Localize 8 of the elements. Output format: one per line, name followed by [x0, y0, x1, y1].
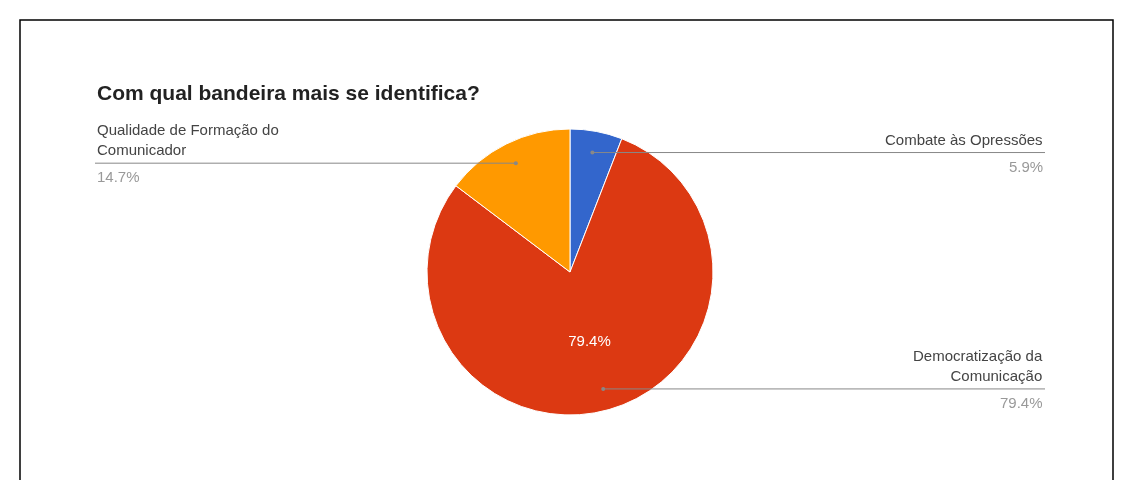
- slice-label: Qualidade de Formação do Comunicador: [97, 121, 279, 158]
- slice-label: Democratização da Comunicação: [913, 347, 1043, 384]
- data-label: 14.7%: [97, 168, 140, 185]
- data-label: 5.9%: [1009, 158, 1044, 175]
- text: 79.4%: [1000, 394, 1043, 411]
- data-label: 79.4%: [568, 332, 611, 350]
- slice-label: Combate às Opressões: [885, 131, 1043, 148]
- chart-title: Com qual bandeira mais se identifica?: [97, 81, 480, 104]
